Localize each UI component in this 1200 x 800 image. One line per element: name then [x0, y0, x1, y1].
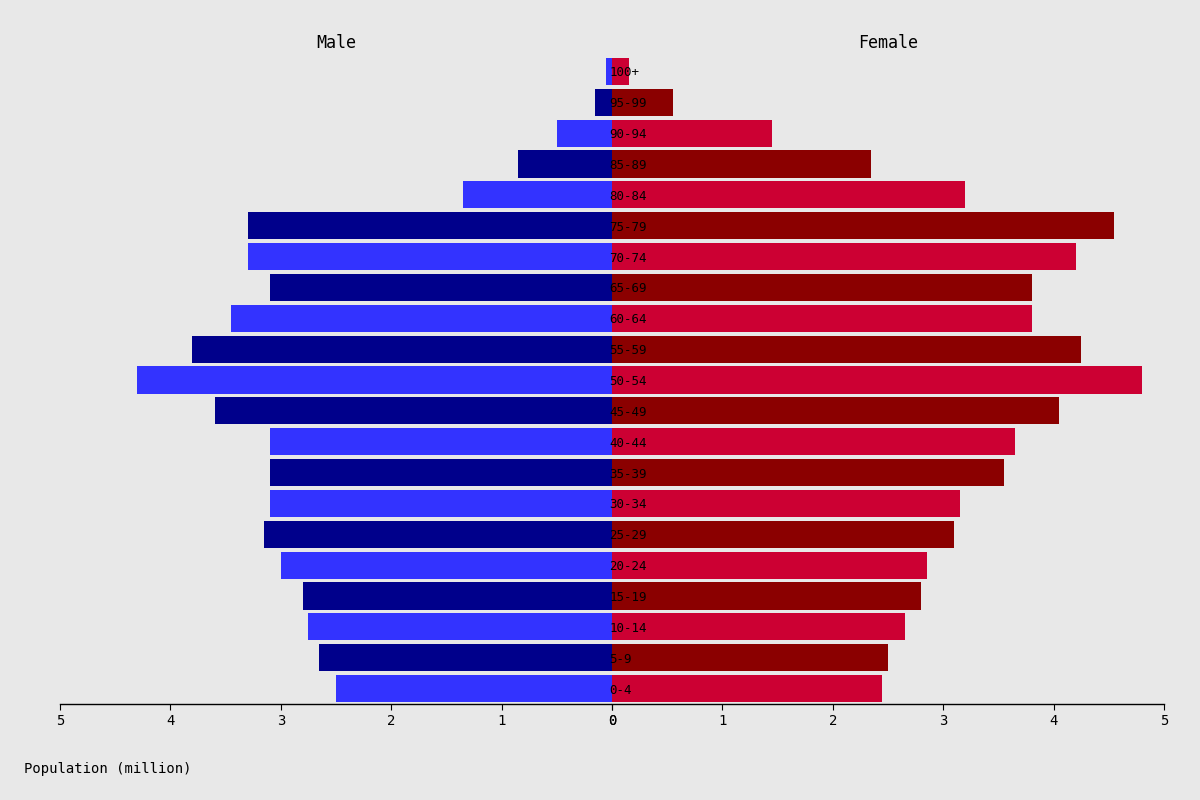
Bar — [302, 582, 612, 610]
Bar — [612, 305, 1032, 332]
Bar — [612, 675, 882, 702]
Bar — [612, 182, 965, 209]
Bar — [336, 675, 612, 702]
Bar — [612, 150, 871, 178]
Bar — [612, 58, 629, 85]
Bar — [270, 459, 612, 486]
Bar — [612, 582, 922, 610]
Title: Male: Male — [316, 34, 356, 52]
Bar — [281, 551, 612, 578]
Bar — [595, 89, 612, 116]
Bar — [215, 398, 612, 425]
Bar — [247, 212, 612, 239]
Bar — [270, 490, 612, 517]
Bar — [247, 243, 612, 270]
Bar — [612, 119, 772, 146]
Bar — [612, 459, 1004, 486]
Bar — [557, 119, 612, 146]
Bar — [270, 428, 612, 455]
Bar — [612, 243, 1075, 270]
Bar — [612, 398, 1060, 425]
Bar — [612, 274, 1032, 301]
Bar — [612, 490, 960, 517]
Title: Female: Female — [858, 34, 918, 52]
Bar — [612, 335, 1081, 362]
Bar — [606, 58, 612, 85]
Bar — [137, 366, 612, 394]
Bar — [612, 521, 954, 548]
Bar — [192, 335, 612, 362]
Text: Population (million): Population (million) — [24, 762, 192, 776]
Bar — [232, 305, 612, 332]
Bar — [612, 644, 888, 671]
Bar — [612, 212, 1115, 239]
Bar — [319, 644, 612, 671]
Bar — [270, 274, 612, 301]
Bar — [612, 366, 1142, 394]
Bar — [463, 182, 612, 209]
Bar — [612, 428, 1015, 455]
Bar — [518, 150, 612, 178]
Bar — [308, 614, 612, 641]
Bar — [612, 614, 905, 641]
Bar — [264, 521, 612, 548]
Bar — [612, 551, 926, 578]
Bar — [612, 89, 673, 116]
